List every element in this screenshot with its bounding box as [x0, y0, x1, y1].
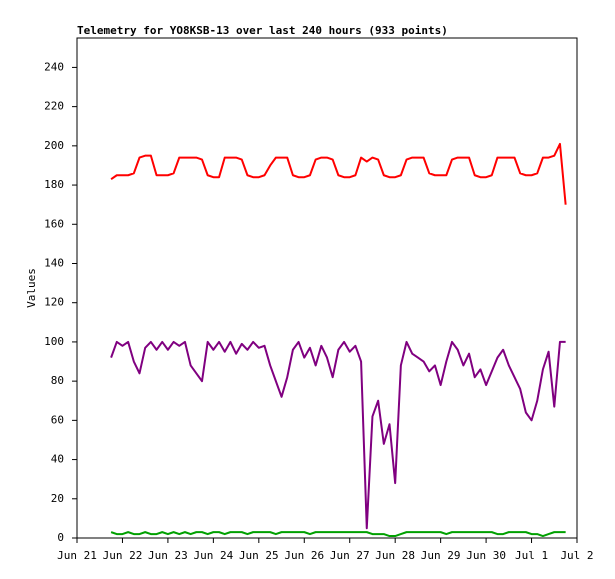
x-tick-label: Jun 27: [330, 549, 370, 562]
x-tick-label: Jun 25: [239, 549, 279, 562]
plot-frame: [76, 37, 578, 539]
y-tick-label: 100: [44, 335, 64, 348]
series-line: [110, 531, 566, 538]
x-tick-label: Jun 26: [284, 549, 324, 562]
y-tick-label: 20: [51, 492, 64, 505]
x-tick-label: Jul 2: [560, 549, 593, 562]
series-line: [110, 340, 566, 530]
y-tick-label: 40: [51, 453, 64, 466]
y-tick-label: 180: [44, 178, 64, 191]
y-axis-label: Values: [25, 268, 38, 308]
y-tick-label: 120: [44, 296, 64, 309]
x-tick-label: Jun 23: [148, 549, 188, 562]
x-tick-label: Jun 30: [466, 549, 506, 562]
chart-title: Telemetry for YO8KSB-13 over last 240 ho…: [77, 24, 448, 37]
y-tick-label: 0: [57, 531, 64, 544]
x-tick-label: Jun 24: [193, 549, 233, 562]
y-tick-label: 220: [44, 100, 64, 113]
series-line: [110, 142, 567, 205]
y-tick-label: 140: [44, 256, 64, 269]
y-tick-label: 240: [44, 60, 64, 73]
x-tick-label: Jun 21: [57, 549, 97, 562]
y-tick-label: 80: [51, 374, 64, 387]
x-tick-label: Jun 28: [375, 549, 415, 562]
x-tick-label: Jun 22: [103, 549, 143, 562]
x-tick-label: Jul 1: [515, 549, 548, 562]
y-tick-label: 200: [44, 139, 64, 152]
x-tick-label: Jun 29: [421, 549, 461, 562]
y-tick-label: 160: [44, 217, 64, 230]
y-tick-label: 60: [51, 413, 64, 426]
